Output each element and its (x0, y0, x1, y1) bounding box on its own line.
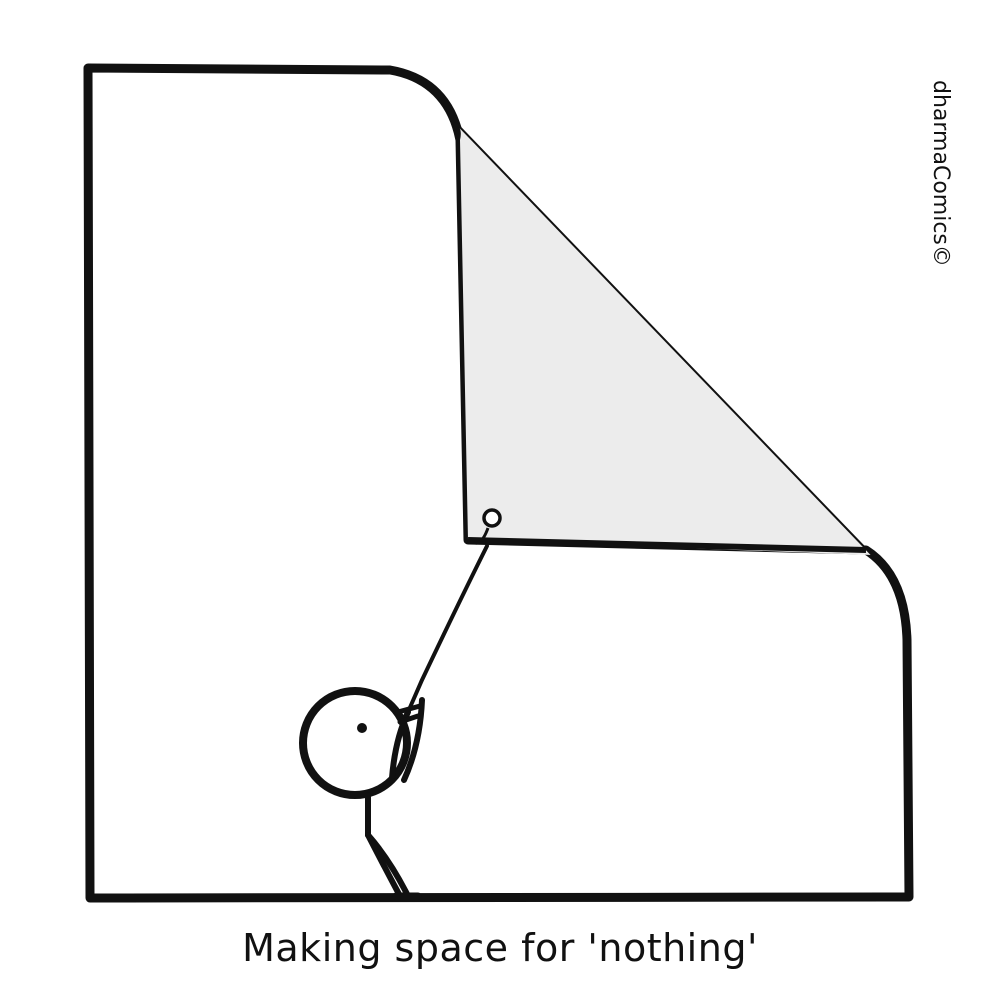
flap-diagonal-edge (454, 121, 873, 556)
comic-caption: Making space for 'nothing' (242, 926, 758, 970)
artist-signature: dharmaComics© (928, 80, 953, 267)
stick-figure-head (299, 687, 411, 799)
flap-ring (482, 508, 502, 528)
stick-figure-eye (357, 723, 367, 733)
stick-figure-arm-right (401, 697, 425, 783)
stick-figure-arm-left (389, 709, 411, 781)
stick-figure-hands (395, 703, 423, 725)
flap-hook (468, 527, 490, 545)
flap-bottom-edge (467, 537, 867, 553)
stick-figure-leg-back (365, 832, 403, 899)
pull-rope (406, 544, 489, 714)
